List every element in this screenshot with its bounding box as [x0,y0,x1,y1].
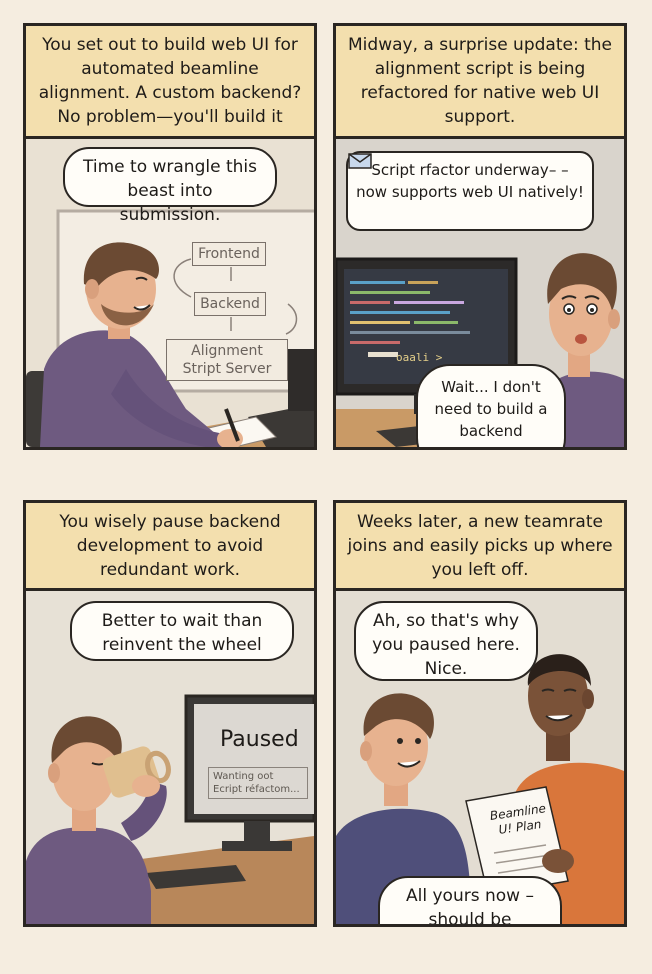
panel-2-speech-bubble: Wait... I don't need to build a backend … [416,364,566,447]
panel-1-speech-bubble: Time to wrangle this beast into submissi… [63,147,277,225]
panel-1-caption: You set out to build web UI for automate… [26,26,314,139]
panel-2: Midway, a surprise update: the alignment… [333,23,627,450]
panel-3-illustration [26,591,314,924]
panel-3-scene: Better to wait than reinvent the wheel P… [26,591,314,924]
panel-2-caption: Midway, a surprise update: the alignment… [336,26,624,139]
panel-4-bottom-speech-bubble: All yours now – should be smoother saili… [378,876,562,924]
panel-4: Weeks later, a new teamrate joins and ea… [333,500,627,927]
monitor-paused-title: Paused [220,727,299,752]
panel-4-caption: Weeks later, a new teamrate joins and ea… [336,503,624,591]
panel-3-caption: You wisely pause backend development to … [26,503,314,591]
message-text: Script rfactor underway– – now supports … [356,161,584,201]
monitor-code-text: oaali > [396,351,443,364]
panel-2-scene: Script rfactor underway– – now supports … [336,139,624,447]
panel-3-speech-bubble: Better to wait than reinvent the wheel [70,601,294,661]
monitor-status-text: Wanting oot Ecript réfactom... [208,767,308,799]
panel-1: You set out to build web UI for automate… [23,23,317,450]
envelope-icon [348,153,372,169]
panel-4-top-speech-bubble: Ah, so that's why you paused here. Nice. [354,601,538,681]
panel-3: You wisely pause backend development to … [23,500,317,927]
panel-4-scene: Ah, so that's why you paused here. Nice.… [336,591,624,924]
diagram-backend-box: Backend [194,292,266,316]
panel-1-scene: Time to wrangle this beast into submissi… [26,139,314,447]
panel-2-message-bubble: Script rfactor underway– – now supports … [346,151,594,231]
diagram-server-box: Alignment Stript Server [166,339,288,381]
diagram-frontend-box: Frontend [192,242,266,266]
